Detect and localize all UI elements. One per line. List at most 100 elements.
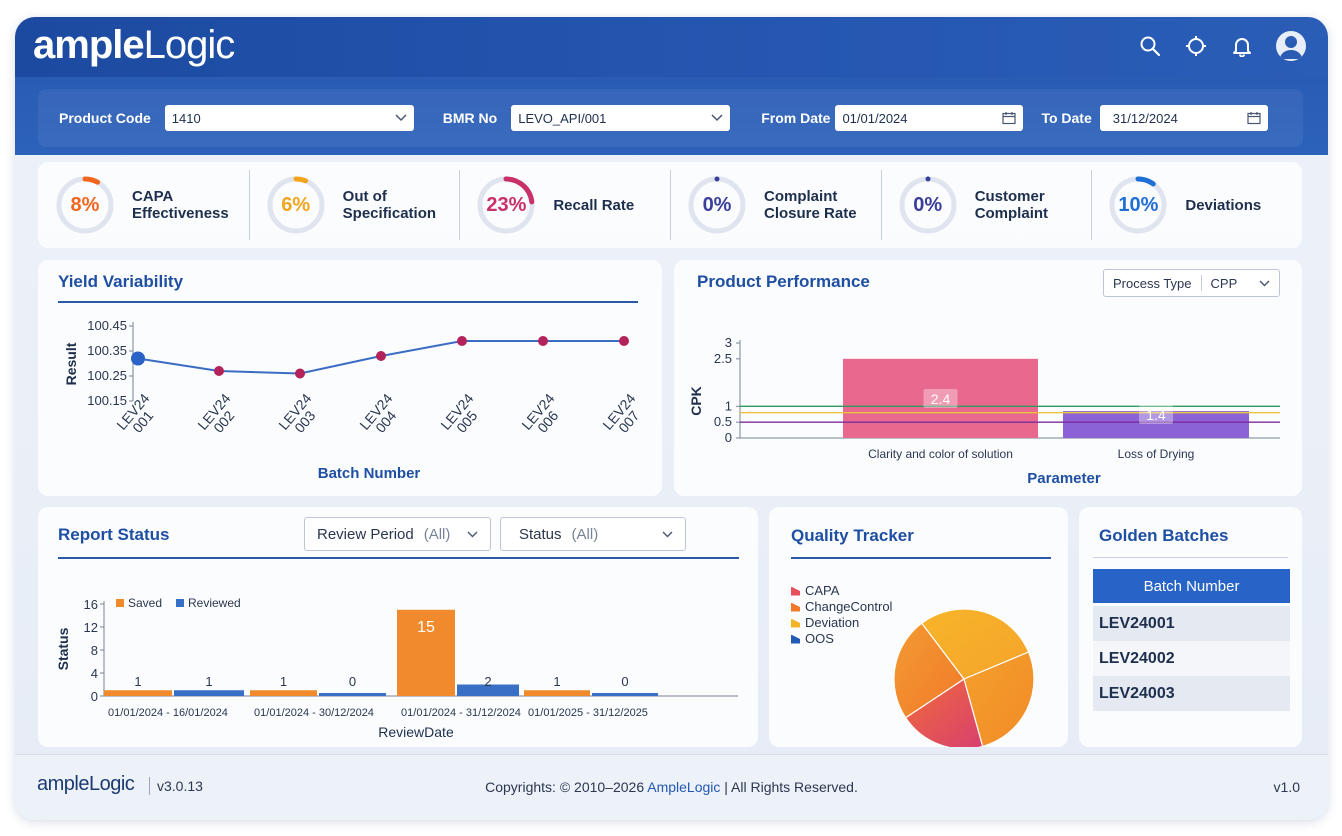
kpi-label-line: Closure Rate: [764, 205, 857, 222]
reviewed-bar[interactable]: [592, 693, 658, 696]
golden-batch-row[interactable]: LEV24002: [1093, 641, 1290, 676]
bmr-select[interactable]: LEVO_API/001: [511, 105, 731, 131]
y-axis-label: CPK: [688, 386, 704, 416]
y-tick-label: 2.5: [714, 351, 732, 366]
batch-number-column-header[interactable]: Batch Number: [1093, 569, 1290, 603]
status-value: (All): [571, 525, 599, 543]
footer-build-version: v1.0: [1273, 779, 1300, 795]
kpi-card[interactable]: 10% Deviations: [1091, 162, 1302, 248]
calendar-icon[interactable]: [1002, 111, 1017, 125]
kpi-label-line: Customer: [974, 188, 1045, 205]
pie-slice[interactable]: [893, 622, 965, 719]
quality-tracker-card: Quality Tracker CAPA ChangeControl Deviati…: [769, 507, 1068, 747]
calendar-icon[interactable]: [1247, 111, 1261, 125]
y-tick-label: 100.25: [87, 368, 127, 383]
search-icon[interactable]: [1138, 34, 1162, 58]
legend-swatch: [176, 599, 184, 607]
pie-slice[interactable]: [904, 678, 984, 747]
crosshair-icon[interactable]: [1184, 34, 1208, 58]
status-select[interactable]: Status (All): [500, 517, 686, 551]
saved-bar[interactable]: [397, 609, 455, 696]
kpi-ring: 0%: [686, 174, 748, 236]
kpi-card[interactable]: 23% Recall Rate: [459, 162, 670, 248]
bar-value-badge: [923, 389, 958, 408]
user-avatar[interactable]: [1276, 31, 1306, 61]
chevron-down-icon: [1259, 280, 1270, 286]
kpi-card[interactable]: 0% Complaint Closure Rate: [670, 162, 881, 248]
pie-slice[interactable]: [920, 608, 1030, 680]
status-label: Status: [519, 525, 562, 543]
x-tick-label: Loss of Drying: [1118, 447, 1195, 461]
x-tick-label: 01/01/2025 - 31/12/2025: [528, 707, 648, 719]
kpi-label: Out of Specification: [343, 188, 436, 222]
data-point[interactable]: [131, 351, 145, 366]
data-point[interactable]: [295, 368, 305, 379]
x-axis-label: ReviewDate: [378, 724, 454, 740]
kpi-label: Complaint Closure Rate: [764, 188, 857, 222]
data-point[interactable]: [538, 336, 548, 346]
product-code-select[interactable]: 1410: [164, 105, 414, 131]
kpi-card[interactable]: 6% Out of Specification: [248, 162, 460, 248]
golden-batch-row[interactable]: LEV24001: [1093, 606, 1290, 641]
brand-link[interactable]: AmpleLogic: [647, 779, 721, 795]
chevron-down-icon: [662, 531, 673, 537]
golden-batch-row[interactable]: LEV24003: [1093, 676, 1290, 711]
kpi-card[interactable]: 0% Customer Complaint: [880, 162, 1092, 248]
kpi-ring: 0%: [897, 174, 959, 236]
reviewed-bar[interactable]: [457, 684, 519, 697]
kpi-value: 23%: [486, 193, 527, 216]
to-date-input[interactable]: 31/12/2024: [1099, 105, 1268, 131]
x-tick-label: 01/01/2024 - 31/12/2024: [401, 707, 521, 719]
data-point[interactable]: [214, 366, 224, 376]
legend-item[interactable]: ChangeControl: [791, 599, 892, 615]
data-point[interactable]: [619, 336, 629, 346]
kpi-card[interactable]: 8% CAPA Effectiveness: [38, 162, 249, 248]
x-tick-label: LEV24003: [275, 390, 318, 436]
kpi-label-line: Effectiveness: [132, 205, 229, 222]
review-period-select[interactable]: Review Period (All): [304, 517, 491, 551]
legend-label: Deviation: [805, 615, 860, 630]
copyright-text: Copyrights: © 2010–2026: [485, 779, 645, 795]
legend-swatch: [791, 618, 800, 628]
data-point[interactable]: [457, 336, 467, 346]
report-status-title: Report Status: [58, 525, 170, 544]
x-tick-label: LEV24002: [194, 390, 237, 436]
process-type-select[interactable]: Process Type CPP: [1103, 269, 1280, 297]
reviewed-bar[interactable]: [174, 690, 244, 696]
saved-bar[interactable]: [250, 690, 317, 696]
saved-bar[interactable]: [104, 690, 172, 696]
app-logo[interactable]: ampleLogic: [33, 23, 235, 67]
yield-title: Yield Variability: [58, 272, 184, 291]
legend-swatch: [791, 586, 800, 596]
y-tick-label: 100.45: [87, 318, 127, 333]
reviewed-bar[interactable]: [319, 693, 386, 696]
bell-icon[interactable]: [1230, 34, 1254, 58]
performance-title: Product Performance: [697, 272, 870, 291]
cpk-bar[interactable]: [843, 358, 1038, 438]
from-date-input[interactable]: 01/01/2024: [835, 105, 1024, 131]
bar-value-label: 1: [205, 674, 212, 689]
pie-slice[interactable]: [963, 651, 1035, 747]
product-code-label: Product Code: [59, 110, 151, 126]
data-point[interactable]: [376, 351, 386, 361]
product-performance-card: Product Performance Process Type CPP 3 2.…: [674, 260, 1302, 496]
legend-label: CAPA: [805, 583, 840, 598]
chevron-down-icon: [395, 114, 407, 122]
kpi-ring: 10%: [1107, 174, 1169, 236]
cpk-bar[interactable]: [1063, 411, 1249, 438]
rights-text: | All Rights Reserved.: [724, 779, 858, 795]
legend-item[interactable]: Deviation: [791, 615, 892, 631]
legend-label: OOS: [805, 631, 834, 646]
to-date-label: To Date: [1041, 110, 1092, 126]
title-rule: [791, 557, 1051, 559]
legend-swatch: [791, 634, 800, 644]
bar-value-label: 1: [553, 674, 560, 689]
legend-item[interactable]: CAPA: [791, 583, 892, 599]
legend-label: Reviewed: [188, 596, 241, 610]
bar-value-label: 15: [417, 619, 435, 636]
saved-bar[interactable]: [524, 690, 590, 696]
footer-logo: ampleLogic: [37, 773, 135, 795]
kpi-label-line: CAPA: [132, 188, 174, 205]
legend-item[interactable]: OOS: [791, 631, 892, 647]
y-tick-label: 0: [91, 689, 98, 704]
